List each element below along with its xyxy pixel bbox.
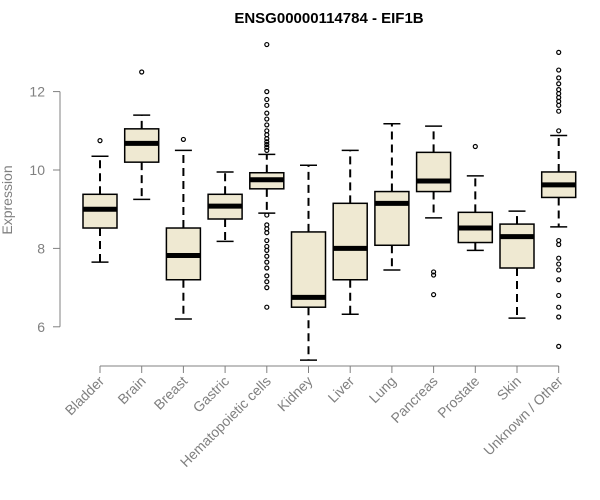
outlier-point xyxy=(431,292,437,298)
category-label: Unknown / Other xyxy=(480,373,566,459)
outlier-point xyxy=(556,75,562,81)
boxes-group xyxy=(82,41,577,361)
outlier-point xyxy=(264,304,270,310)
outlier-point xyxy=(139,69,145,75)
outlier-point xyxy=(556,81,562,87)
y-axis-title: Expression xyxy=(0,165,15,234)
box-iqr xyxy=(332,202,368,281)
outlier-point xyxy=(264,116,270,122)
outlier-point xyxy=(556,304,562,310)
y-tick-label: 12 xyxy=(29,84,45,100)
outlier-point xyxy=(264,88,270,95)
box-iqr xyxy=(374,190,410,247)
y-axis: 6 8 10 12 xyxy=(29,84,61,335)
outlier-point xyxy=(264,279,270,285)
outlier-point xyxy=(264,96,270,103)
outlier-point xyxy=(264,41,270,48)
box-unknown-other xyxy=(540,49,577,349)
box-breast xyxy=(165,136,202,320)
outlier-point xyxy=(556,292,562,299)
outlier-point xyxy=(180,136,186,143)
outlier-point xyxy=(264,265,270,271)
outlier-point xyxy=(264,147,270,153)
category-label: Liver xyxy=(325,373,358,406)
box-skin xyxy=(499,210,535,319)
box-brain xyxy=(123,69,160,201)
outlier-point xyxy=(264,110,270,116)
category-label: Breast xyxy=(151,373,191,413)
outlier-point xyxy=(264,253,270,259)
box-iqr xyxy=(415,151,452,193)
category-label: Bladder xyxy=(62,373,108,419)
category-label: Brain xyxy=(114,373,148,407)
outlier-point xyxy=(556,261,562,267)
outlier-point xyxy=(264,237,270,244)
outlier-point xyxy=(264,230,270,236)
outlier-point xyxy=(556,128,562,134)
box-prostate xyxy=(457,143,494,252)
outlier-point xyxy=(556,267,562,273)
outlier-point xyxy=(264,144,270,150)
category-label: Skin xyxy=(494,373,525,404)
outlier-point xyxy=(431,269,437,275)
outlier-point xyxy=(264,259,270,265)
outlier-point xyxy=(264,139,270,145)
outlier-point xyxy=(264,285,270,291)
box-pancreas xyxy=(415,125,452,298)
outlier-point xyxy=(472,143,478,150)
category-label: Lung xyxy=(366,373,399,406)
outlier-point xyxy=(556,102,562,108)
outlier-point xyxy=(556,343,562,349)
outlier-point xyxy=(264,273,270,279)
outlier-point xyxy=(556,49,562,56)
outlier-point xyxy=(556,67,562,73)
box-gastric xyxy=(207,171,243,243)
chart-title: ENSG00000114784 - EIF1B xyxy=(234,10,423,27)
outlier-point xyxy=(556,241,562,248)
outlier-point xyxy=(556,277,562,283)
outlier-point xyxy=(264,136,270,142)
outlier-point xyxy=(97,138,103,144)
y-tick-label: 6 xyxy=(37,319,45,335)
outlier-point xyxy=(264,122,270,128)
outlier-point xyxy=(264,141,270,148)
category-label: Prostate xyxy=(434,373,482,421)
category-label: Kidney xyxy=(274,373,316,415)
y-tick-label: 8 xyxy=(37,240,45,256)
y-tick-label: 10 xyxy=(29,162,45,178)
box-lung xyxy=(374,122,410,271)
outlier-point xyxy=(556,255,562,261)
outlier-point xyxy=(264,247,270,253)
box-hematopoietic-cells xyxy=(249,41,285,310)
outlier-point xyxy=(556,108,562,114)
box-liver xyxy=(332,149,368,316)
outlier-point xyxy=(264,102,270,108)
box-bladder xyxy=(82,138,118,263)
box-iqr xyxy=(499,223,535,269)
outlier-point xyxy=(264,212,270,218)
outlier-point xyxy=(556,314,562,320)
outlier-point xyxy=(431,272,437,278)
box-iqr xyxy=(290,231,327,308)
box-kidney xyxy=(290,164,327,361)
